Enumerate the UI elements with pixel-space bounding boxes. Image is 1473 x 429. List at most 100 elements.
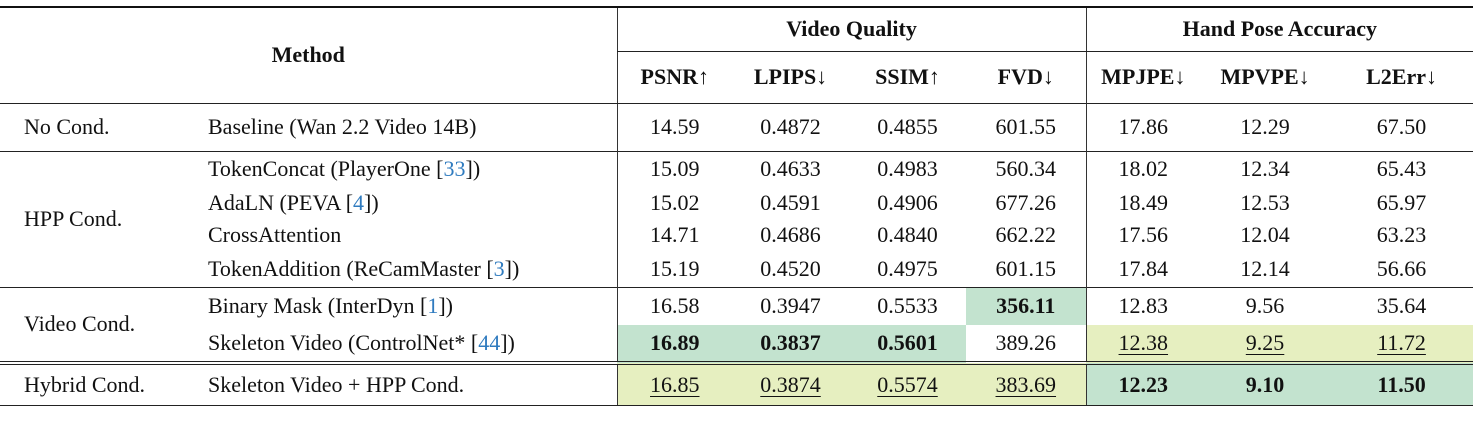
metric-value: 0.4855 <box>877 114 938 139</box>
method-name: TokenConcat (PlayerOne [33]) <box>200 150 618 187</box>
results-table: Method Video Quality Hand Pose Accuracy … <box>0 6 1473 406</box>
metric-value: 0.4872 <box>760 114 821 139</box>
metric-cell: 17.84 <box>1085 251 1201 287</box>
metric-cell: 0.5601 <box>849 325 967 363</box>
metric-value: 12.38 <box>1118 330 1169 355</box>
metric-value: 12.23 <box>1118 371 1169 397</box>
metric-cell: 12.34 <box>1200 150 1331 187</box>
metric-value: 0.5601 <box>877 330 938 355</box>
metric-value: 560.34 <box>995 156 1057 182</box>
metric-cell: 16.85 <box>616 361 733 406</box>
metric-header-fvd: FVD↓ <box>997 64 1054 89</box>
metric-value: 601.15 <box>995 255 1057 281</box>
citation-link[interactable]: 33 <box>443 156 466 182</box>
metric-value: 9.10 <box>1245 371 1285 397</box>
group-label: Hybrid Cond. <box>0 361 200 406</box>
metric-cell: 356.11 <box>966 286 1087 325</box>
metric-cell: 12.14 <box>1200 251 1330 287</box>
metric-header-lpips: LPIPS↓ <box>753 64 828 89</box>
metric-value: 16.89 <box>650 330 700 355</box>
metric-value: 17.86 <box>1118 114 1169 139</box>
metric-value: 14.59 <box>650 114 700 139</box>
metric-cell: 12.29 <box>1200 102 1331 151</box>
table-row: AdaLN (PEVA [4]) 15.02 0.4591 0.4906 677.26 1… <box>0 187 1473 219</box>
metric-cell: 14.59 <box>616 102 733 151</box>
table-row: TokenAddition (ReCamMaster [3]) 15.19 0.45… <box>0 251 1473 287</box>
metric-cell: 662.22 <box>966 219 1086 251</box>
metric-cell: 0.4591 <box>732 187 849 219</box>
metric-cell: 12.23 <box>1085 361 1201 406</box>
metric-cell: 17.56 <box>1085 219 1201 251</box>
method-label: TokenAddition (ReCamMaster <box>208 255 487 281</box>
metric-cell: 9.10 <box>1200 361 1331 406</box>
method-label: Binary Mask (InterDyn <box>208 293 421 319</box>
metric-value: 56.66 <box>1376 255 1427 281</box>
metric-cell: 15.02 <box>616 187 733 219</box>
metric-cell: 11.50 <box>1330 361 1473 406</box>
table-row: CrossAttention 14.71 0.4686 0.4840 662.22 17.… <box>0 219 1473 251</box>
method-label: TokenConcat (PlayerOne <box>208 156 437 182</box>
metric-value: 0.5533 <box>877 293 938 319</box>
metric-value: 18.49 <box>1118 190 1169 215</box>
method-name: CrossAttention <box>200 219 617 251</box>
metric-value: 18.02 <box>1118 156 1169 182</box>
metric-value: 389.26 <box>995 330 1057 355</box>
metric-value: 12.29 <box>1240 114 1290 139</box>
method-suffix: ) <box>371 190 379 215</box>
metric-cell: 11.72 <box>1330 325 1473 363</box>
metric-cell: 12.53 <box>1200 187 1330 219</box>
metric-cell: 14.71 <box>616 219 733 251</box>
metric-cell: 0.4906 <box>849 187 966 219</box>
metric-value: 601.55 <box>995 114 1057 139</box>
metric-cell: 15.19 <box>616 251 733 287</box>
method-name: AdaLN (PEVA [4]) <box>208 190 379 215</box>
metric-value: 16.85 <box>650 371 700 397</box>
method-label: Baseline (Wan 2.2 Video 14B) <box>208 114 477 139</box>
metric-value: 12.04 <box>1240 222 1290 247</box>
metric-value: 17.56 <box>1118 222 1169 247</box>
metric-value: 15.09 <box>650 156 700 182</box>
metric-cell: 12.04 <box>1200 219 1330 251</box>
table-row: Skeleton Video (ControlNet* [44]) 16.89 0.… <box>0 325 1473 363</box>
metric-cell: 0.4855 <box>849 102 967 151</box>
metric-value: 14.71 <box>650 222 700 247</box>
citation-link[interactable]: 1 <box>427 293 439 319</box>
method-name: TokenAddition (ReCamMaster [3]) <box>208 255 520 281</box>
citation-link[interactable]: 4 <box>353 190 365 215</box>
citation-link[interactable]: 3 <box>493 255 505 281</box>
group-label: Video Cond. <box>0 286 200 363</box>
metric-value: 662.22 <box>995 222 1057 247</box>
table-row: Video Cond. Binary Mask (InterDyn [1]) 16.… <box>0 286 1473 363</box>
metric-value: 0.4906 <box>877 190 938 215</box>
metric-cell: 383.69 <box>966 361 1087 406</box>
metric-value: 0.4591 <box>760 190 821 215</box>
metric-value: 0.4840 <box>877 222 938 247</box>
video-quality-header: Video Quality <box>616 6 1087 52</box>
metric-value: 65.43 <box>1376 156 1427 182</box>
method-name: Skeleton Video (ControlNet* [44]) <box>208 330 515 355</box>
method-label: AdaLN (PEVA <box>208 190 346 215</box>
metric-value: 677.26 <box>995 190 1057 215</box>
metric-cell: 0.3837 <box>732 325 850 363</box>
metric-header-psnr: PSNR↑ <box>616 51 733 103</box>
metric-value: 0.3947 <box>760 293 821 319</box>
metric-cell: 0.4520 <box>732 251 849 287</box>
citation-link[interactable]: 44 <box>478 330 501 355</box>
metric-cell: 677.26 <box>966 187 1086 219</box>
metric-value: 12.14 <box>1240 255 1290 281</box>
table-body: No Cond. Baseline (Wan 2.2 Video 14B) 14.5… <box>0 102 1473 406</box>
metric-value: 35.64 <box>1376 293 1427 319</box>
table-row: Hybrid Cond. Skeleton Video + HPP Cond. 16… <box>0 361 1473 406</box>
metric-cell: 0.5533 <box>849 286 967 325</box>
metric-value: 65.97 <box>1376 190 1427 215</box>
metric-header-l2err: L2Err↓ <box>1366 64 1437 89</box>
method-header: Method <box>0 6 618 104</box>
metric-header-ssim: SSIM↑ <box>875 64 940 89</box>
metric-cell: 0.4840 <box>849 219 966 251</box>
metric-cell: 65.43 <box>1330 150 1473 187</box>
metric-value: 16.58 <box>650 293 700 319</box>
table-row: HPP Cond. TokenConcat (PlayerOne [33]) 15.… <box>0 150 1473 287</box>
metric-cell: 389.26 <box>966 325 1086 363</box>
metric-header-mpjpe: MPJPE↓ <box>1085 51 1201 103</box>
method-suffix: ) <box>472 156 481 182</box>
